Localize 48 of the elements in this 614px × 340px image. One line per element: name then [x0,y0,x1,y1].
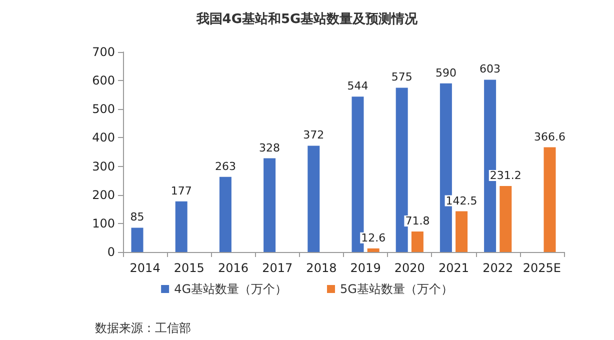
y-tick-label: 400 [92,130,115,145]
legend-label: 5G基站数量（万个） [340,282,453,296]
data-label: 71.8 [405,214,430,228]
x-tick-label: 2018 [306,261,337,275]
x-tick-label: 2014 [130,261,160,275]
data-label: 366.6 [534,130,566,144]
y-tick-label: 100 [92,216,115,230]
bar [396,88,408,252]
data-label: 328 [259,141,280,154]
x-tick-label: 2020 [394,261,425,275]
data-label: 544 [347,80,368,93]
chart-title: 我国4G基站和5G基站数量及预测情况 [195,11,419,27]
source-note: 数据来源：工信部 [95,321,191,335]
data-label: 177 [170,184,192,198]
y-tick-label: 600 [92,74,115,88]
data-label: 85 [130,210,144,224]
bar [367,248,380,252]
bar [352,96,364,252]
data-label: 142.5 [446,194,478,208]
x-tick-label: 2021 [438,261,470,275]
x-tick-label: 2016 [218,261,249,275]
data-label: 372 [303,128,324,142]
bar [175,201,188,252]
bar [131,228,144,252]
data-label: 12.6 [361,231,386,244]
y-tick-label: 0 [107,245,115,259]
data-label: 603 [480,62,501,76]
data-label: 263 [214,160,236,173]
data-label: 231.2 [490,168,522,182]
bar [544,147,556,252]
y-tick-label: 500 [92,102,115,116]
x-tick-label: 2022 [482,261,514,275]
y-tick-label: 200 [92,188,115,202]
x-tick-label: 2017 [262,261,293,275]
x-tick-label: 2015 [174,261,204,275]
data-label: 590 [435,66,456,80]
bar [500,186,512,252]
bar [308,146,320,252]
bar [411,231,424,252]
bar [219,176,232,252]
x-tick-label: 2025E [522,261,562,275]
bar [264,158,276,252]
data-label: 575 [391,70,412,84]
y-tick-label: 700 [92,45,115,59]
bar [456,211,468,252]
legend-label: 4G基站数量（万个） [174,282,288,296]
x-tick-label: 2019 [350,261,381,275]
y-tick-label: 300 [92,159,115,174]
